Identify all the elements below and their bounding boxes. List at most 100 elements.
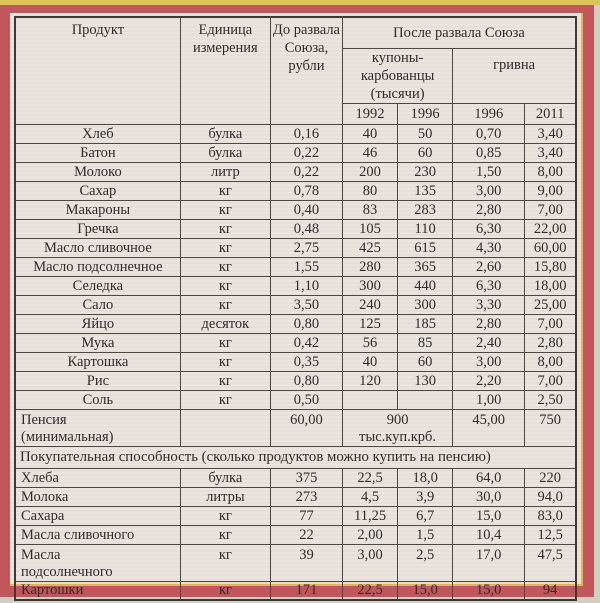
coupons-1996-cell: 440 xyxy=(397,275,454,296)
table-row: Картошка кг 0,35 40 60 3,00 8,00 xyxy=(14,351,577,372)
coupons-1996-cell: 15,0 xyxy=(397,580,454,601)
table-row: Макароны кг 0,40 83 283 2,80 7,00 xyxy=(14,199,577,220)
pension-unit-cell xyxy=(179,408,271,447)
table-row: Сахар кг 0,78 80 135 3,00 9,00 xyxy=(14,180,577,201)
coupons-1996-cell xyxy=(397,389,454,410)
unit-cell: кг xyxy=(179,389,271,410)
hryvnia-2011-cell: 7,00 xyxy=(524,199,577,220)
header-row-1: Продукт Единица измерения До развала Сою… xyxy=(14,16,577,125)
column-header-hryvnia: гривна xyxy=(452,47,577,104)
paper-area: Продукт Единица измерения До развала Сою… xyxy=(10,13,583,602)
coupons-1992-cell: 105 xyxy=(342,218,399,239)
unit-cell: булка xyxy=(179,467,271,488)
column-header-after-collapse: После развала Союза xyxy=(342,16,577,49)
coupons-1992-cell: 40 xyxy=(342,123,399,144)
hryvnia-1996-cell: 0,85 xyxy=(452,142,526,163)
hryvnia-2011-cell: 7,00 xyxy=(524,313,577,334)
product-name-cell: Картошки xyxy=(14,580,181,601)
coupons-1996-cell: 60 xyxy=(397,142,454,163)
table-row: Масло подсолнечное кг 1,55 280 365 2,60 … xyxy=(14,256,577,277)
coupons-1992-cell: 46 xyxy=(342,142,399,163)
coupons-1992-cell: 22,5 xyxy=(342,580,399,601)
year-header-2011: 2011 xyxy=(524,102,577,125)
before-amount-cell: 375 xyxy=(269,467,344,488)
unit-cell: кг xyxy=(179,580,271,601)
year-header-1996-hryvnia: 1996 xyxy=(452,102,526,125)
hryvnia-1996-cell: 30,0 xyxy=(452,486,526,507)
unit-cell: кг xyxy=(179,370,271,391)
before-amount-cell: 39 xyxy=(269,543,344,582)
coupons-1992-cell: 2,00 xyxy=(342,524,399,545)
coupons-1996-cell: 6,7 xyxy=(397,505,454,526)
coupons-1996-cell: 3,9 xyxy=(397,486,454,507)
product-name-cell: Хлеб xyxy=(14,123,181,144)
before-price-cell: 0,80 xyxy=(269,313,344,334)
hryvnia-2011-cell: 94 xyxy=(524,580,577,601)
pension-coupons-unit: тыс.куп.крб. xyxy=(359,428,437,445)
coupons-1992-cell: 200 xyxy=(342,161,399,182)
coupons-1992-cell: 22,5 xyxy=(342,467,399,488)
product-name-cell: Селедка xyxy=(14,275,181,296)
hryvnia-1996-cell: 64,0 xyxy=(452,467,526,488)
hryvnia-1996-cell: 2,80 xyxy=(452,199,526,220)
before-price-cell: 2,75 xyxy=(269,237,344,258)
header-row-2: купоны-карбованцы (тысячи) гривна xyxy=(15,47,577,104)
coupons-1996-cell: 50 xyxy=(397,123,454,144)
unit-cell: кг xyxy=(179,294,271,315)
before-price-cell: 0,78 xyxy=(269,180,344,201)
yellow-accent-strip xyxy=(0,0,600,5)
coupons-1992-cell: 4,5 xyxy=(342,486,399,507)
coupons-1996-cell: 615 xyxy=(397,237,454,258)
before-amount-cell: 77 xyxy=(269,505,344,526)
before-amount-cell: 22 xyxy=(269,524,344,545)
product-name-cell: Масла сливочного xyxy=(14,524,181,545)
coupons-1996-cell: 18,0 xyxy=(397,467,454,488)
coupons-1992-cell: 11,25 xyxy=(342,505,399,526)
hryvnia-1996-cell: 15,0 xyxy=(452,580,526,601)
column-header-product: Продукт xyxy=(14,16,181,125)
hryvnia-1996-cell: 17,0 xyxy=(452,543,526,582)
coupons-1992-cell: 280 xyxy=(342,256,399,277)
hryvnia-1996-cell: 2,60 xyxy=(452,256,526,277)
pension-name-line1: Пенсия xyxy=(21,411,67,428)
table-row: Сало кг 3,50 240 300 3,30 25,00 xyxy=(14,294,577,315)
before-price-cell: 0,50 xyxy=(269,389,344,410)
before-price-cell: 0,35 xyxy=(269,351,344,372)
before-amount-cell: 273 xyxy=(269,486,344,507)
pension-hryvnia-2011-cell: 750 xyxy=(524,408,577,447)
unit-cell: булка xyxy=(179,123,271,144)
before-price-cell: 0,40 xyxy=(269,199,344,220)
unit-cell: кг xyxy=(179,505,271,526)
unit-cell: кг xyxy=(179,180,271,201)
hryvnia-1996-cell: 0,70 xyxy=(452,123,526,144)
before-price-cell: 1,10 xyxy=(269,275,344,296)
hryvnia-2011-cell: 8,00 xyxy=(524,351,577,372)
unit-cell: кг xyxy=(179,237,271,258)
hryvnia-2011-cell: 3,40 xyxy=(524,123,577,144)
hryvnia-2011-cell: 2,80 xyxy=(524,332,577,353)
table-row: Мука кг 0,42 56 85 2,40 2,80 xyxy=(14,332,577,353)
hryvnia-2011-cell: 60,00 xyxy=(524,237,577,258)
year-header-1996-coupons: 1996 xyxy=(397,102,454,125)
coupons-1996-cell: 135 xyxy=(397,180,454,201)
unit-cell: булка xyxy=(179,142,271,163)
unit-cell: десяток xyxy=(179,313,271,334)
unit-cell: кг xyxy=(179,218,271,239)
before-price-cell: 0,22 xyxy=(269,142,344,163)
prices-section-body: Хлеб булка 0,16 40 50 0,70 3,40 Батон бу… xyxy=(14,123,577,410)
coupons-1996-cell: 60 xyxy=(397,351,454,372)
unit-cell: кг xyxy=(179,332,271,353)
table-header: Продукт Единица измерения До развала Сою… xyxy=(14,16,577,125)
product-name-cell: Гречка xyxy=(14,218,181,239)
unit-cell: кг xyxy=(179,524,271,545)
table-row: Молока литры 273 4,5 3,9 30,0 94,0 xyxy=(14,486,577,507)
unit-cell: кг xyxy=(179,199,271,220)
hryvnia-1996-cell: 1,00 xyxy=(452,389,526,410)
hryvnia-2011-cell: 3,40 xyxy=(524,142,577,163)
before-price-cell: 0,16 xyxy=(269,123,344,144)
product-name-cell: Батон xyxy=(14,142,181,163)
coupons-1992-cell xyxy=(342,389,399,410)
pension-coupons-value: 900 xyxy=(386,411,409,428)
unit-cell: кг xyxy=(179,256,271,277)
hryvnia-2011-cell: 7,00 xyxy=(524,370,577,391)
